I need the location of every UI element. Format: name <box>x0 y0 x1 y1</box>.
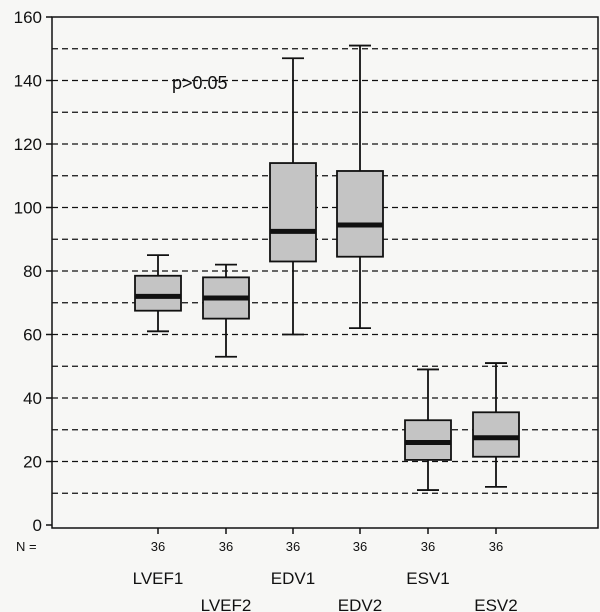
box-edv2 <box>336 44 384 330</box>
category-label-edv2: EDV2 <box>338 596 382 612</box>
n-count-lvef2: 36 <box>219 539 233 554</box>
n-count-edv1: 36 <box>286 539 300 554</box>
box-esv2 <box>472 362 520 488</box>
box-edv1 <box>269 57 317 336</box>
y-tick-label-40: 40 <box>23 389 42 408</box>
y-tick-label-0: 0 <box>33 516 42 535</box>
category-label-esv2: ESV2 <box>474 596 517 612</box>
y-tick-label-20: 20 <box>23 453 42 472</box>
n-count-edv2: 36 <box>353 539 367 554</box>
box-lvef2 <box>202 263 250 358</box>
n-count-esv1: 36 <box>421 539 435 554</box>
y-tick-label-160: 160 <box>14 8 42 27</box>
n-count-lvef1: 36 <box>151 539 165 554</box>
iqr-box-edv1 <box>269 162 317 263</box>
iqr-box-lvef1 <box>134 274 182 312</box>
y-tick-label-140: 140 <box>14 72 42 91</box>
y-tick-label-120: 120 <box>14 135 42 154</box>
y-tick-label-60: 60 <box>23 326 42 345</box>
y-tick-label-80: 80 <box>23 262 42 281</box>
iqr-box-edv2 <box>336 170 384 258</box>
n-prefix-label: N = <box>16 539 37 554</box>
category-labels: N = 36 LVEF1 36 LVEF2 36 EDV1 36 EDV2 36 ESV1 36 ES… <box>16 539 518 612</box>
category-label-esv1: ESV1 <box>406 569 449 588</box>
y-axis: 0 20 40 60 80 100 120 140 160 <box>14 8 599 535</box>
iqr-box-esv2 <box>472 411 520 458</box>
p-value-annotation: p>0.05 <box>172 73 228 93</box>
y-tick-label-100: 100 <box>14 199 42 218</box>
category-label-lvef1: LVEF1 <box>133 569 184 588</box>
box-esv1 <box>404 368 452 491</box>
category-label-lvef2: LVEF2 <box>201 596 252 612</box>
box-lvef1 <box>134 254 182 333</box>
n-count-esv2: 36 <box>489 539 503 554</box>
category-label-edv1: EDV1 <box>271 569 315 588</box>
plot-frame <box>51 16 599 529</box>
boxes <box>134 44 520 491</box>
gridlines <box>52 48 598 494</box>
